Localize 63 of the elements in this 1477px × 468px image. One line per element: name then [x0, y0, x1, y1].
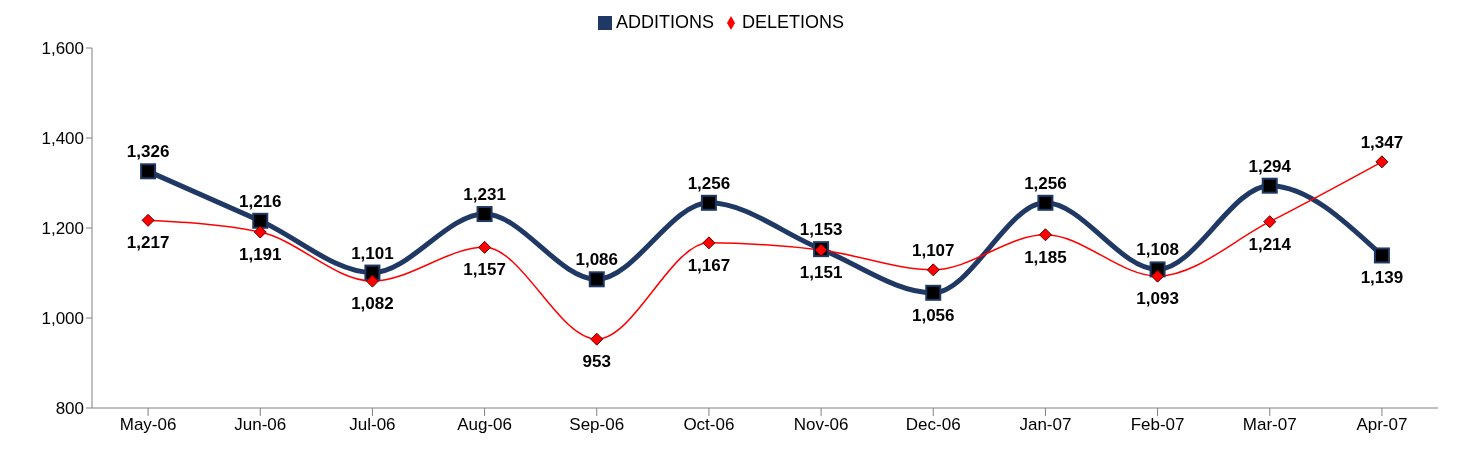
data-label: 1,217: [126, 233, 170, 253]
data-label: 1,256: [1024, 173, 1067, 193]
point: [252, 212, 269, 229]
y-tick-label: 1,400: [41, 129, 84, 149]
data-label: 1,139: [1360, 268, 1404, 288]
y-tick-label: 800: [55, 399, 84, 419]
point: [478, 240, 492, 254]
x-tick-label: Feb-07: [1130, 415, 1185, 435]
y-tick-label: 1,000: [41, 309, 84, 329]
x-tick-label: Jul-06: [349, 415, 396, 435]
data-label: 1,191: [238, 245, 282, 265]
data-label: 1,214: [1248, 234, 1292, 254]
data-label: 1,347: [1360, 132, 1404, 152]
point: [925, 284, 942, 301]
y-tick-label: 1,200: [41, 219, 84, 239]
data-label: 1,101: [351, 243, 394, 263]
data-label: 1,056: [911, 305, 955, 325]
data-label: 1,086: [575, 250, 619, 270]
x-tick-label: May-06: [119, 415, 177, 435]
point: [702, 236, 716, 250]
point: [1261, 177, 1278, 194]
x-tick-label: Aug-06: [457, 415, 512, 435]
point: [1375, 155, 1389, 169]
data-label: 1,082: [351, 294, 394, 314]
data-label: 1,108: [1136, 240, 1179, 260]
data-label: 1,151: [799, 263, 843, 283]
point: [253, 225, 267, 239]
point: [926, 263, 940, 277]
point: [1263, 215, 1277, 229]
point: [476, 206, 493, 223]
y-tick-label: 1,600: [41, 39, 84, 59]
data-label: 1,167: [687, 255, 731, 275]
data-label: 1,107: [911, 240, 955, 260]
x-tick-label: Mar-07: [1242, 415, 1297, 435]
point: [588, 271, 605, 288]
data-label: 1,157: [463, 260, 506, 280]
point: [700, 194, 717, 211]
data-label: 1,326: [126, 142, 170, 162]
point: [590, 332, 604, 346]
point: [1151, 269, 1165, 283]
point: [365, 274, 379, 288]
point: [1373, 247, 1390, 264]
legend-label: DELETIONS: [741, 12, 845, 32]
point: [1038, 228, 1052, 242]
data-label: 1,231: [463, 185, 506, 205]
x-tick-label: Dec-06: [905, 415, 961, 435]
point: [140, 163, 157, 180]
data-label: 1,153: [799, 220, 843, 240]
x-tick-label: Jan-07: [1019, 415, 1072, 435]
x-tick-label: Nov-06: [793, 415, 849, 435]
data-label: 1,185: [1024, 247, 1067, 267]
data-label: 1,256: [687, 173, 731, 193]
x-tick-label: Jun-06: [234, 415, 287, 435]
x-tick-label: Sep-06: [569, 415, 625, 435]
x-tick-label: Apr-07: [1356, 415, 1408, 435]
point: [141, 213, 155, 227]
data-label: 1,216: [238, 191, 282, 211]
data-label: 1,294: [1248, 156, 1292, 176]
data-label: 953: [582, 352, 611, 372]
x-tick-label: Oct-06: [683, 415, 735, 435]
point: [1037, 194, 1054, 211]
legend-label: ADDITIONS: [615, 12, 714, 32]
data-label: 1,093: [1136, 289, 1179, 309]
